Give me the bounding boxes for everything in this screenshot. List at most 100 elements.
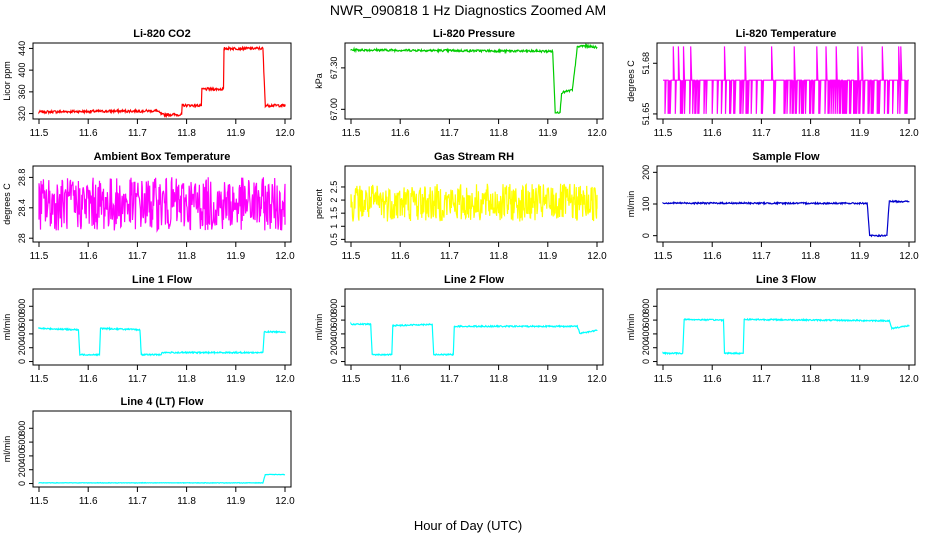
panel-title: Line 3 Flow (756, 274, 816, 286)
y-tick-label: 0 (641, 233, 651, 238)
x-tick-label: 11.7 (128, 496, 147, 507)
plot-frame (656, 288, 916, 366)
x-tick-label: 11.9 (850, 251, 869, 262)
y-tick-label: 600 (329, 313, 339, 328)
y-tick-label: 100 (641, 196, 651, 211)
plot-frame (32, 410, 292, 488)
x-tick-label: 11.6 (703, 374, 722, 385)
x-tick-label: 11.5 (342, 128, 361, 139)
y-tick-label: 320 (17, 106, 27, 121)
y-axis-label: kPa (314, 73, 324, 89)
x-tick-label: 12.0 (587, 251, 607, 262)
x-tick-label: 11.5 (30, 374, 49, 385)
plot-frame (344, 42, 604, 120)
y-tick-label: 800 (329, 299, 339, 314)
panel-title: Line 4 (LT) Flow (121, 396, 204, 408)
panel-6: Line 1 Flow ml/min 11.5 11.6 11.7 11.8 11.9 12.… (2, 274, 295, 385)
x-tick-label: 11.7 (440, 251, 459, 262)
x-tick-label: 11.6 (79, 496, 98, 507)
x-tick-label: 12.0 (899, 251, 919, 262)
x-axis-caption: Hour of Day (UTC) (413, 518, 523, 533)
y-tick-label: 600 (17, 435, 27, 450)
x-tick-label: 12.0 (899, 128, 919, 139)
x-tick-label: 11.6 (703, 128, 722, 139)
x-tick-label: 11.5 (654, 374, 673, 385)
data-series (38, 326, 286, 357)
y-tick-label: 360 (17, 84, 27, 99)
y-axis-label: ml/min (2, 436, 12, 463)
data-series (38, 177, 286, 233)
panel-title: Gas Stream RH (434, 151, 514, 163)
panel-0: Li-820 CO2 Licor ppm 11.5 11.6 11.7 11.8 11.9 1… (2, 28, 295, 139)
panel-3: Ambient Box Temperature degrees C 11.5 11.6… (2, 151, 295, 262)
plot-frame (656, 42, 916, 120)
y-tick-label: 400 (17, 448, 27, 463)
panel-2: Li-820 Temperature degrees C 11.5 11.6 11.7 1… (626, 28, 919, 139)
y-tick-label: 0 (329, 359, 339, 364)
y-axis-label: degrees C (2, 183, 12, 225)
y-tick-label: 2.5 (329, 181, 339, 194)
x-tick-label: 11.9 (226, 251, 245, 262)
x-tick-label: 11.9 (850, 374, 869, 385)
y-axis-label: Licor ppm (2, 61, 12, 101)
plot-frame (32, 165, 292, 243)
x-tick-label: 12.0 (275, 374, 295, 385)
data-series (662, 199, 910, 238)
panel-5: Sample Flow ml/min 11.5 11.6 11.7 11.8 11.9 12.… (626, 151, 919, 262)
x-tick-label: 11.8 (489, 251, 508, 262)
x-tick-label: 11.9 (226, 374, 245, 385)
y-tick-label: 67.30 (329, 57, 339, 80)
y-axis-label: ml/min (626, 191, 636, 218)
y-tick-label: 200 (641, 165, 651, 180)
x-tick-label: 11.5 (30, 496, 49, 507)
y-tick-label: 600 (641, 313, 651, 328)
x-tick-label: 11.5 (342, 374, 361, 385)
y-tick-label: 400 (17, 63, 27, 78)
x-tick-label: 11.9 (538, 374, 557, 385)
x-tick-label: 12.0 (587, 128, 607, 139)
panel-title: Line 1 Flow (132, 274, 192, 286)
data-series (38, 45, 286, 119)
y-axis-label: ml/min (626, 314, 636, 341)
panel-title: Ambient Box Temperature (94, 151, 231, 163)
y-tick-label: 2 (329, 198, 339, 203)
y-axis-label: percent (314, 188, 324, 219)
y-tick-label: 800 (17, 299, 27, 314)
panel-title: Li-820 Temperature (736, 28, 837, 40)
y-tick-label: 51.68 (641, 52, 651, 75)
x-tick-label: 11.8 (489, 374, 508, 385)
y-tick-label: 200 (641, 340, 651, 355)
y-tick-label: 1 (329, 224, 339, 229)
x-tick-label: 11.9 (226, 496, 245, 507)
data-series (350, 321, 598, 357)
y-tick-label: 400 (17, 326, 27, 341)
panel-1: Li-820 Pressure kPa 11.5 11.6 11.7 11.8 11.9 12… (314, 28, 607, 139)
x-tick-label: 12.0 (899, 374, 919, 385)
y-tick-label: 200 (17, 462, 27, 477)
y-tick-label: 0 (641, 359, 651, 364)
x-tick-label: 11.7 (128, 374, 147, 385)
plot-frame (344, 165, 604, 243)
data-series (350, 182, 598, 222)
x-tick-label: 11.9 (850, 128, 869, 139)
x-tick-label: 11.6 (79, 374, 98, 385)
y-tick-label: 28.8 (17, 169, 27, 187)
figure-title: NWR_090818 1 Hz Diagnostics Zoomed AM (329, 2, 607, 18)
x-tick-label: 11.8 (177, 128, 196, 139)
x-tick-label: 12.0 (587, 374, 607, 385)
panel-9: Line 4 (LT) Flow ml/min 11.5 11.6 11.7 11.8 11… (2, 396, 295, 507)
x-tick-label: 11.8 (177, 374, 196, 385)
panel-7: Line 2 Flow ml/min 11.5 11.6 11.7 11.8 11.9 12.… (314, 274, 607, 385)
x-tick-label: 12.0 (275, 496, 295, 507)
panel-title: Line 2 Flow (444, 274, 504, 286)
x-tick-label: 11.9 (538, 251, 557, 262)
y-tick-label: 200 (17, 340, 27, 355)
y-tick-label: 0 (17, 359, 27, 364)
x-tick-label: 11.7 (752, 128, 771, 139)
x-tick-label: 11.6 (79, 128, 98, 139)
y-axis-label: ml/min (314, 314, 324, 341)
x-tick-label: 11.9 (538, 128, 557, 139)
x-tick-label: 11.5 (654, 251, 673, 262)
